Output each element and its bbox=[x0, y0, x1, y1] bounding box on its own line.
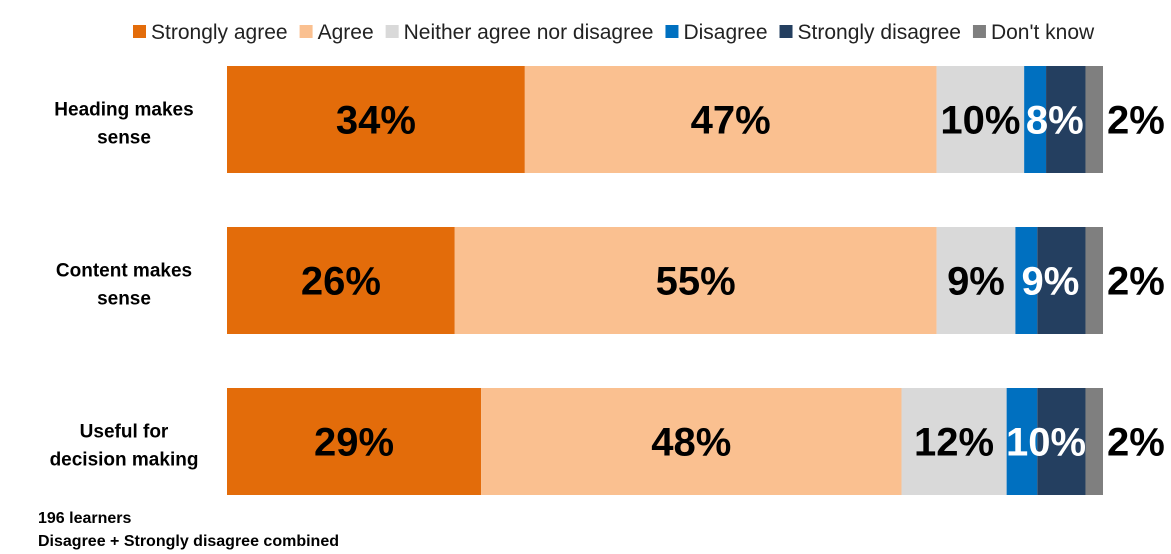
data-label-don-t-know-2: 2% bbox=[1107, 421, 1165, 465]
bar-strongly-disagree-0 bbox=[1046, 66, 1086, 173]
data-label-strongly-agree-0: 34% bbox=[336, 99, 416, 143]
bar-don-t-know-2 bbox=[1085, 388, 1103, 495]
bar-don-t-know-1 bbox=[1085, 227, 1103, 334]
legend-swatch-don-t-know bbox=[972, 25, 986, 38]
legend-label-strongly-disagree: Strongly disagree bbox=[798, 21, 961, 44]
bar-strongly-agree-0 bbox=[227, 66, 525, 173]
combined-note: Disagree + Strongly disagree combined bbox=[38, 533, 339, 550]
bar-strongly-agree-2 bbox=[227, 388, 482, 495]
legend-label-agree: Agree bbox=[318, 21, 374, 44]
legend-label-strongly-agree: Strongly agree bbox=[151, 21, 288, 44]
bar-segments bbox=[227, 66, 1103, 495]
legend-label-disagree: Disagree bbox=[683, 21, 767, 44]
bar-strongly-disagree-2 bbox=[1037, 388, 1086, 495]
category-label-1: Content makes sense bbox=[56, 261, 192, 310]
data-label-don-t-know-1: 2% bbox=[1107, 260, 1165, 304]
category-labels: Heading makes sense Content makes sense Usef… bbox=[50, 100, 199, 471]
bar-disagree-0 bbox=[1024, 66, 1047, 173]
data-label-don-t-know-0: 2% bbox=[1107, 99, 1165, 143]
bar-don-t-know-0 bbox=[1085, 66, 1103, 173]
bar-disagree-1 bbox=[1015, 227, 1038, 334]
category-label-2: Useful for decision making bbox=[50, 422, 199, 471]
data-label-strongly-agree-2: 29% bbox=[314, 421, 394, 465]
category-label-0: Heading makes sense bbox=[54, 100, 193, 149]
chart-legend: Strongly agree Agree Neither agree nor dis… bbox=[133, 21, 1095, 44]
legend-swatch-agree bbox=[299, 25, 313, 38]
data-labels: 34% 47% 10% 8% 2%26% 55% 9% 9% 2%29% 48% 12% 10% 2% bbox=[301, 99, 1165, 465]
bar-strongly-disagree-1 bbox=[1037, 227, 1086, 334]
data-label-agree-1: 55% bbox=[656, 260, 736, 304]
bar-strongly-agree-1 bbox=[227, 227, 455, 334]
bar-agree-1 bbox=[454, 227, 937, 334]
data-label-agree-2: 48% bbox=[651, 421, 731, 465]
data-label-neither-agree-nor-disagree-0: 10% bbox=[940, 99, 1020, 143]
data-label-neither-agree-nor-disagree-1: 9% bbox=[947, 260, 1005, 304]
legend-swatch-strongly-agree bbox=[133, 25, 146, 38]
legend-swatch-disagree bbox=[665, 25, 679, 38]
legend-label-don-t-know: Don't know bbox=[991, 21, 1095, 44]
legend-swatch-strongly-disagree bbox=[779, 25, 793, 38]
bar-agree-2 bbox=[481, 388, 902, 495]
bar-agree-0 bbox=[524, 66, 937, 173]
data-label-neither-agree-nor-disagree-2: 12% bbox=[914, 421, 994, 465]
data-label-disagree-1: 9% bbox=[1022, 260, 1080, 304]
bar-disagree-2 bbox=[1006, 388, 1038, 495]
legend-label-neither-agree-nor-disagree: Neither agree nor disagree bbox=[404, 21, 654, 44]
data-label-agree-0: 47% bbox=[691, 99, 771, 143]
sample-size-note: 196 learners bbox=[38, 510, 132, 527]
bar-neither-agree-nor-disagree-1 bbox=[936, 227, 1016, 334]
legend-swatch-neither-agree-nor-disagree bbox=[385, 25, 399, 38]
data-label-strongly-agree-1: 26% bbox=[301, 260, 381, 304]
bar-neither-agree-nor-disagree-2 bbox=[901, 388, 1007, 495]
data-label-disagree-2: 10% bbox=[1006, 421, 1086, 465]
bar-neither-agree-nor-disagree-0 bbox=[936, 66, 1025, 173]
data-label-disagree-0: 8% bbox=[1026, 99, 1084, 143]
